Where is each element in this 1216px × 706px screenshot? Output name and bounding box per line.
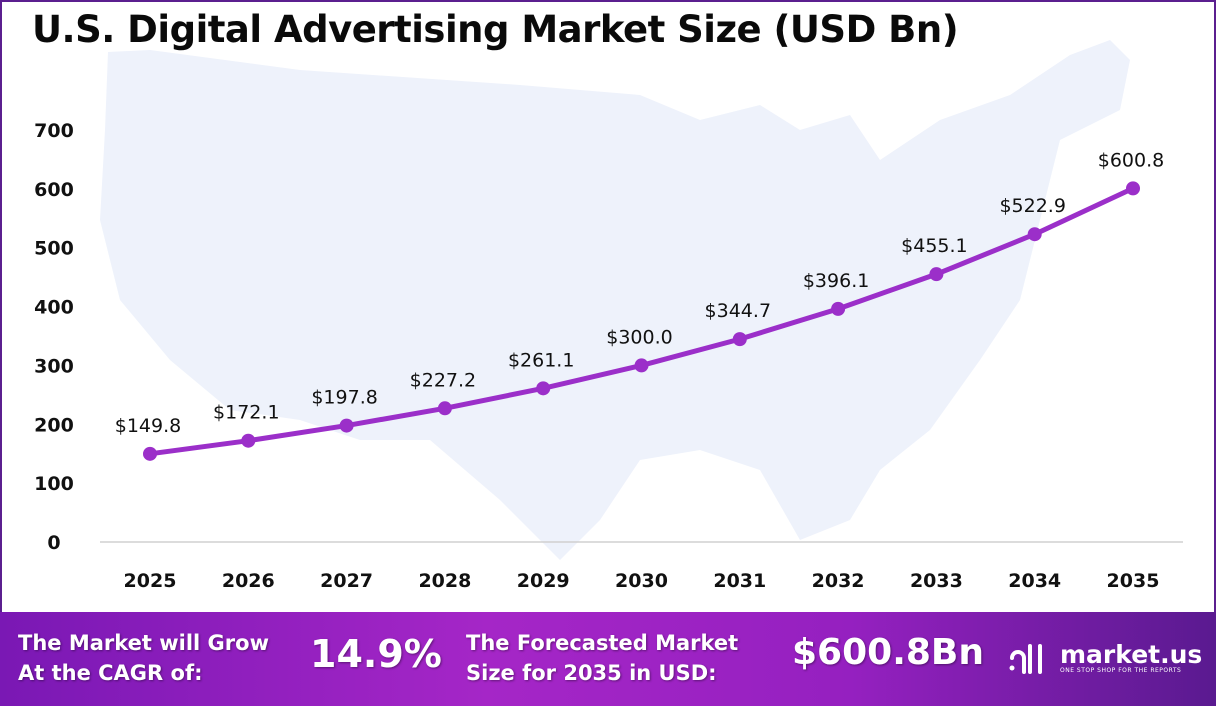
y-tick-label: 600 <box>34 179 74 201</box>
x-tick-label: 2026 <box>222 570 275 592</box>
x-tick-label: 2029 <box>517 570 570 592</box>
x-tick-label: 2035 <box>1107 570 1160 592</box>
x-tick-label: 2030 <box>615 570 668 592</box>
data-label: $344.7 <box>705 300 771 322</box>
data-label: $227.2 <box>410 369 476 391</box>
data-point <box>929 267 944 282</box>
data-point <box>1027 227 1042 242</box>
summary-footer: The Market will Grow At the CAGR of: 14.… <box>0 612 1216 706</box>
x-tick-label: 2032 <box>812 570 865 592</box>
data-point <box>143 446 157 461</box>
data-point <box>437 401 452 416</box>
data-point <box>732 332 747 347</box>
forecast-value: $600.8Bn <box>792 632 984 673</box>
y-tick-label: 300 <box>34 355 74 377</box>
data-point <box>339 418 354 433</box>
data-label: $600.8 <box>1098 149 1164 171</box>
forecast-label: The Forecasted Market Size for 2035 in U… <box>466 631 739 685</box>
x-tick-label: 2031 <box>713 570 766 592</box>
logo-icon <box>1009 644 1042 674</box>
x-tick-label: 2027 <box>320 570 373 592</box>
x-tick-label: 2034 <box>1008 570 1061 592</box>
cagr-label: The Market will Grow At the CAGR of: <box>18 631 269 685</box>
cagr-value: 14.9% <box>310 632 442 676</box>
data-point <box>831 301 846 316</box>
data-label: $172.1 <box>213 402 279 424</box>
logo-name: market.us <box>1060 639 1203 669</box>
data-point <box>536 381 551 396</box>
data-label: $197.8 <box>311 387 377 409</box>
line-chart: 0 100 200 300 400 500 600 700 2025 2026 2027 2028 2… <box>34 40 1183 592</box>
y-tick-label: 400 <box>34 297 74 319</box>
data-label: $396.1 <box>803 270 869 292</box>
y-tick-label: 500 <box>34 238 74 260</box>
data-label: $300.0 <box>606 326 672 348</box>
us-map-background <box>100 40 1130 560</box>
data-label: $522.9 <box>999 195 1065 217</box>
data-label: $149.8 <box>115 415 181 437</box>
y-tick-label: 100 <box>34 473 74 495</box>
market-us-logo: market.us ONE STOP SHOP FOR THE REPORTS <box>1006 638 1202 678</box>
chart-title: U.S. Digital Advertising Market Size (US… <box>32 8 959 51</box>
y-tick-label: 0 <box>47 532 60 554</box>
x-tick-label: 2033 <box>910 570 963 592</box>
data-point <box>241 433 256 448</box>
y-tick-label: 700 <box>34 120 74 142</box>
data-label: $455.1 <box>901 235 967 257</box>
logo-tagline: ONE STOP SHOP FOR THE REPORTS <box>1060 666 1182 674</box>
data-label: $261.1 <box>508 349 574 371</box>
x-tick-label: 2025 <box>124 570 177 592</box>
data-point <box>634 358 649 373</box>
y-tick-label: 200 <box>34 414 74 436</box>
data-point <box>1126 181 1140 196</box>
x-tick-label: 2028 <box>418 570 471 592</box>
